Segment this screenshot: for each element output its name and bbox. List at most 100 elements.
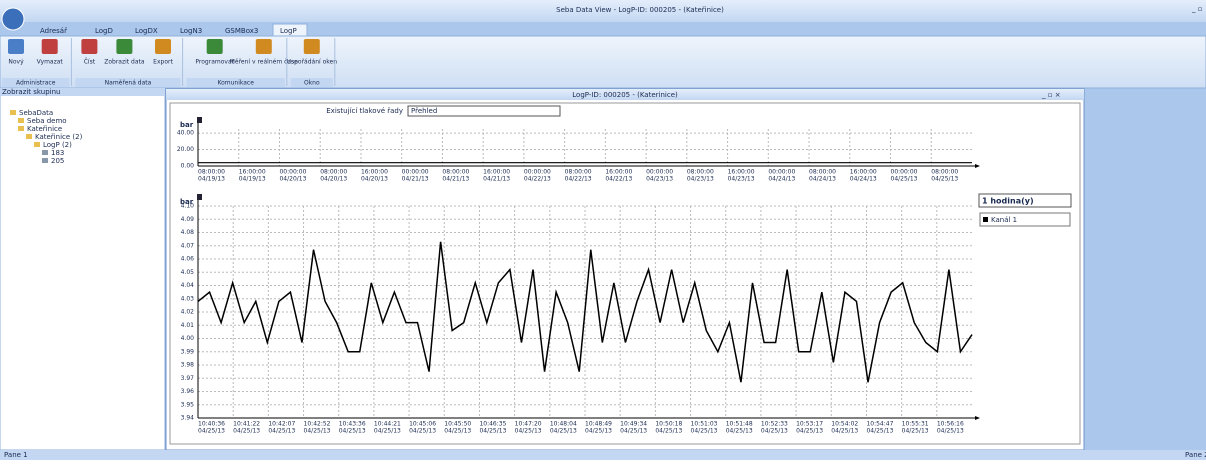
- x-tick-label: 10:47:20: [515, 421, 542, 428]
- series-select-value: Přehled: [411, 107, 437, 115]
- range-select[interactable]: [978, 193, 1072, 208]
- series-select[interactable]: [407, 105, 561, 117]
- x-tick-label: 04/25/13: [339, 428, 366, 435]
- x-tick-label: 10:45:06: [409, 421, 436, 428]
- x-tick-label: 08:00:00: [931, 169, 958, 176]
- tab[interactable]: GSMBox3: [225, 27, 258, 35]
- tree-node[interactable]: LogP (2): [43, 141, 72, 149]
- ribbon-button[interactable]: Nový: [8, 59, 24, 66]
- x-axis-arrow: [975, 416, 980, 420]
- app-button[interactable]: [1, 7, 25, 31]
- ribbon-button[interactable]: Uspořádání oken: [287, 59, 338, 66]
- ribbon-icon[interactable]: [155, 39, 171, 54]
- y-tick-label: 0.00: [181, 163, 195, 170]
- legend-label: Kanál 1: [991, 216, 1017, 224]
- x-tick-label: 10:46:35: [479, 421, 506, 428]
- ribbon-icon[interactable]: [255, 39, 272, 54]
- y-tick-label: 4.07: [181, 242, 195, 249]
- ribbon-icon[interactable]: [303, 39, 320, 54]
- tab[interactable]: LogN3: [180, 27, 202, 35]
- y-tick-label: 3.95: [181, 401, 195, 408]
- ribbon-button[interactable]: Číst: [84, 59, 96, 66]
- x-tick-label: 04/19/13: [198, 176, 225, 183]
- x-tick-label: 04/25/13: [550, 428, 577, 435]
- x-tick-label: 10:42:07: [268, 421, 295, 428]
- x-tick-label: 08:00:00: [565, 169, 592, 176]
- side-panel: [0, 87, 166, 451]
- y-tick-label: 3.94: [181, 415, 195, 422]
- y-axis-label: bar: [180, 121, 194, 129]
- tree-node[interactable]: Kateřinice (2): [35, 133, 83, 141]
- ribbon-button[interactable]: Programovat: [195, 59, 234, 66]
- y-tick-label: 3.98: [181, 362, 195, 369]
- tree-icon: [18, 118, 24, 123]
- x-tick-label: 16:00:00: [239, 169, 266, 176]
- y-tick-label: 4.00: [181, 335, 195, 342]
- ribbon-button[interactable]: Export: [153, 59, 173, 66]
- ribbon-icon[interactable]: [81, 39, 98, 54]
- child-controls[interactable]: _ ▫ ×: [1041, 91, 1061, 99]
- x-tick-label: 10:54:02: [831, 421, 858, 428]
- y-tick-label: 3.96: [181, 388, 195, 395]
- ribbon-button[interactable]: Vymazat: [37, 59, 64, 66]
- y-tick-label: 4.09: [181, 216, 195, 223]
- x-tick-label: 16:00:00: [605, 169, 632, 176]
- ribbon-group-label: Komunikace: [217, 80, 254, 87]
- x-tick-label: 10:40:36: [198, 421, 225, 428]
- x-tick-label: 04/25/13: [866, 428, 893, 435]
- x-tick-label: 08:00:00: [687, 169, 714, 176]
- ribbon-icon[interactable]: [206, 39, 223, 54]
- x-tick-label: 04/25/13: [444, 428, 471, 435]
- x-tick-label: 04/25/13: [796, 428, 823, 435]
- tab[interactable]: LogD: [95, 27, 113, 35]
- x-tick-label: 04/25/13: [479, 428, 506, 435]
- axis-badge: [197, 117, 202, 123]
- y-tick-label: 4.02: [181, 309, 195, 316]
- ribbon-icon[interactable]: [116, 39, 133, 54]
- tree-node[interactable]: Seba demo: [27, 117, 67, 125]
- x-tick-label: 10:45:50: [444, 421, 471, 428]
- tab[interactable]: Adresář: [40, 27, 67, 35]
- x-tick-label: 04/25/13: [831, 428, 858, 435]
- x-tick-label: 04/22/13: [605, 176, 632, 183]
- tree-node[interactable]: SebaData: [19, 109, 53, 117]
- x-tick-label: 04/25/13: [374, 428, 401, 435]
- status-bar: [0, 450, 1206, 460]
- x-tick-label: 00:00:00: [891, 169, 918, 176]
- x-tick-label: 00:00:00: [646, 169, 673, 176]
- tab[interactable]: LogDX: [135, 27, 158, 35]
- ribbon-group-label-bg: [290, 78, 333, 87]
- x-tick-label: 04/22/13: [524, 176, 551, 183]
- x-tick-label: 16:00:00: [361, 169, 388, 176]
- ribbon-button[interactable]: Měření v reálném čase: [230, 59, 298, 66]
- ribbon-group-label: Naměřená data: [105, 80, 152, 87]
- x-axis-arrow: [975, 164, 980, 168]
- ribbon-group-label: Administrace: [16, 80, 56, 87]
- ribbon-icon[interactable]: [41, 39, 58, 54]
- y-tick-label: 4.05: [181, 269, 195, 276]
- title-bar: [0, 0, 1206, 22]
- legend-swatch: [983, 217, 988, 222]
- tree-node[interactable]: Kateřinice: [27, 125, 62, 133]
- x-tick-label: 10:51:48: [726, 421, 753, 428]
- ribbon-button[interactable]: Zobrazit data: [104, 59, 145, 66]
- x-tick-label: 10:52:33: [761, 421, 788, 428]
- x-tick-label: 00:00:00: [768, 169, 795, 176]
- ribbon-icon[interactable]: [8, 39, 24, 54]
- x-tick-label: 04/25/13: [891, 176, 918, 183]
- window-controls[interactable]: _ ▫: [1191, 5, 1202, 13]
- tab[interactable]: LogP: [280, 27, 297, 35]
- y-tick-label: 4.04: [181, 282, 195, 289]
- side-panel-header: [0, 88, 165, 96]
- tree-icon: [10, 110, 16, 115]
- tree-icon: [34, 142, 40, 147]
- tab-active[interactable]: [272, 23, 308, 37]
- tree-node[interactable]: 183: [51, 149, 64, 157]
- x-tick-label: 10:54:47: [866, 421, 893, 428]
- tree-node[interactable]: 205: [51, 157, 64, 165]
- x-tick-label: 16:00:00: [850, 169, 877, 176]
- child-title: LogP-ID: 000205 - (Katerinice): [572, 91, 678, 99]
- status-left: Pane 1: [4, 451, 28, 459]
- y-tick-label: 4.10: [181, 203, 195, 210]
- x-tick-label: 04/19/13: [239, 176, 266, 183]
